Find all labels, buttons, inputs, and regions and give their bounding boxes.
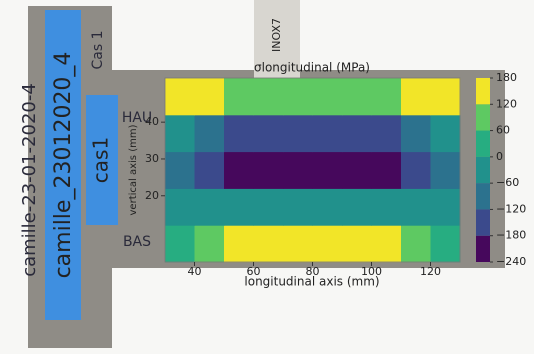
contour-cell	[312, 225, 343, 263]
contour-cell	[253, 188, 284, 226]
contour-cell	[165, 151, 195, 189]
x-tick-label: 40	[188, 265, 202, 278]
contour-cell	[165, 188, 195, 226]
contour-cell	[401, 114, 431, 153]
colorbar-band	[476, 130, 490, 157]
contour-cell	[194, 188, 225, 226]
contour-cell	[430, 78, 461, 116]
x-tick-label: 60	[247, 265, 261, 278]
contour-cell	[283, 225, 313, 263]
colorbar-tick-label: −180	[496, 229, 526, 242]
contour-cell	[342, 114, 372, 153]
contour-cell	[401, 188, 431, 226]
contour-cell	[253, 151, 284, 189]
y-axis-label: vertical axis (mm)	[128, 124, 139, 215]
chart-title: σlongitudinal (MPa)	[254, 61, 370, 75]
handwriting: HAU	[122, 110, 152, 126]
contour-cell	[283, 188, 313, 226]
contour-cell	[165, 114, 195, 153]
x-tick-label: 80	[306, 265, 320, 278]
ruler	[254, 0, 300, 82]
contour-cell	[342, 151, 372, 189]
x-axis-label: longitudinal axis (mm)	[244, 275, 379, 289]
contour-cell	[430, 151, 461, 189]
tag	[86, 95, 118, 225]
contour-cell	[194, 225, 225, 263]
contour-cell	[312, 78, 343, 116]
contour-cell	[371, 151, 402, 189]
handwriting: camille-23-01-2020-4	[19, 83, 40, 277]
contour-cell	[371, 225, 402, 263]
contour-cell	[371, 188, 402, 226]
contour-cell	[342, 78, 372, 116]
colorbar-tick-label: −120	[496, 202, 526, 215]
contour-cell	[371, 114, 402, 153]
contour-cell	[283, 78, 313, 116]
contour-cell	[194, 114, 225, 153]
contour-cell	[165, 78, 195, 116]
contour-cell	[253, 78, 284, 116]
colorbar-tick-label: 60	[496, 124, 510, 137]
contour-cell	[224, 225, 254, 263]
contour-cell	[283, 114, 313, 153]
tag-text: camille_23012020_4	[51, 52, 76, 279]
x-tick-label: 100	[361, 265, 382, 278]
y-tick-label: 40	[145, 115, 159, 128]
contour-cell	[342, 188, 372, 226]
colorbar-band	[476, 104, 490, 131]
tag	[45, 10, 81, 320]
contour-cell	[430, 188, 461, 226]
contour-cell	[194, 151, 225, 189]
ruler-text: INOX7	[270, 18, 283, 52]
contour-cell	[283, 151, 313, 189]
contour-cell	[430, 225, 461, 263]
colorbar-tick-label: 120	[496, 97, 517, 110]
handwriting: BAS	[123, 234, 151, 250]
contour-cell	[401, 78, 431, 116]
contour-cell	[165, 225, 195, 263]
colorbar-tick-label: 0	[496, 150, 503, 163]
colorbar-band	[476, 78, 490, 105]
contour-cell	[312, 151, 343, 189]
colorbar-band	[476, 156, 490, 184]
contour-cell	[224, 151, 254, 189]
colorbar-band	[476, 235, 490, 262]
contour-cell	[312, 114, 343, 153]
handwriting: Cas 1	[90, 30, 106, 69]
contour-cell	[224, 78, 254, 116]
y-tick-label: 30	[145, 152, 159, 165]
colorbar-band	[476, 209, 490, 236]
contour-cell	[371, 78, 402, 116]
contour-cell	[401, 151, 431, 189]
contour-cell	[253, 225, 284, 263]
contour-cell	[194, 78, 225, 116]
contour-cell	[224, 114, 254, 153]
contour-cell	[342, 225, 372, 263]
contour-cell	[224, 188, 254, 226]
colorbar-tick-label: −240	[496, 255, 526, 268]
contour-cell	[312, 188, 343, 226]
x-tick-label: 120	[420, 265, 441, 278]
colorbar-tick-label: −60	[496, 176, 519, 189]
y-tick-label: 20	[145, 189, 159, 202]
colorbar-band	[476, 183, 490, 210]
contour-cell	[401, 225, 431, 263]
colorbar-tick-label: 180	[496, 71, 517, 84]
contour-cell	[430, 114, 461, 153]
contour-cell	[253, 114, 284, 153]
tag-text: cas1	[89, 137, 113, 183]
